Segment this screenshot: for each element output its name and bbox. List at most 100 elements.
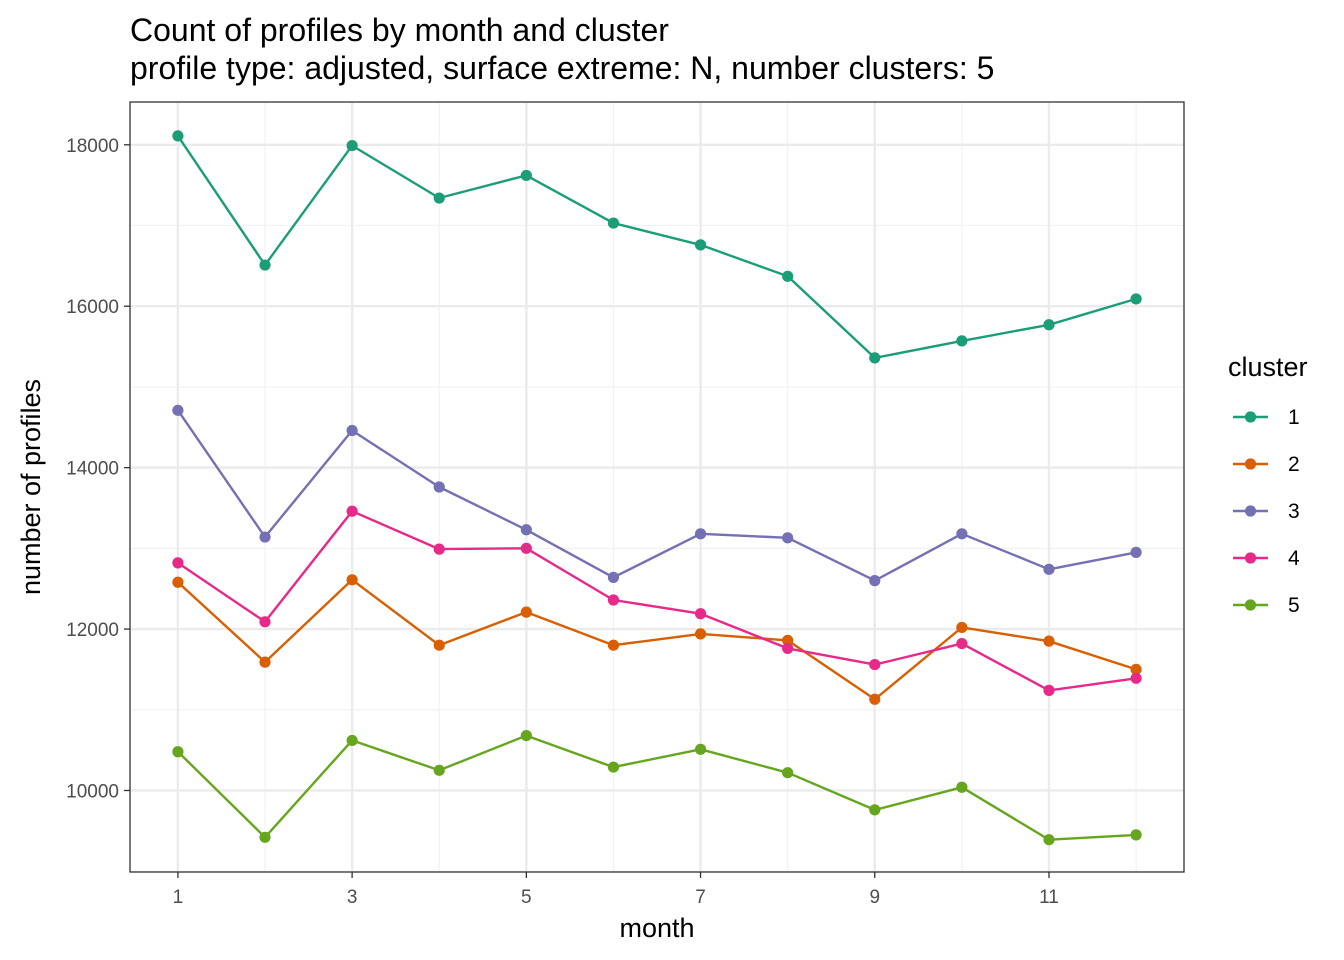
data-point-5 <box>1043 834 1055 846</box>
data-point-3 <box>259 531 271 543</box>
data-point-5 <box>782 767 794 779</box>
legend-label-5: 5 <box>1288 594 1300 617</box>
series-line-1 <box>176 135 1137 360</box>
data-point-3 <box>346 424 358 437</box>
data-point-1 <box>607 217 620 229</box>
legend-key-point-2 <box>1244 458 1257 470</box>
series-line-5 <box>177 734 1137 841</box>
data-point-4 <box>520 542 532 554</box>
data-point-2 <box>520 606 532 618</box>
data-point-5 <box>607 761 620 773</box>
data-point-2 <box>1130 663 1142 676</box>
data-point-1 <box>1130 293 1142 305</box>
series-line-2 <box>177 578 1137 701</box>
y-tick-label: 14000 <box>66 459 119 480</box>
data-point-5 <box>433 764 445 776</box>
data-point-1 <box>694 239 707 251</box>
grid-minor <box>130 102 1184 872</box>
data-point-5 <box>869 804 881 816</box>
data-point-4 <box>1043 684 1055 696</box>
data-point-5 <box>259 831 271 843</box>
x-tick-label: 1 <box>173 887 184 908</box>
data-point-4 <box>259 616 271 628</box>
legend: cluster 1 2 3 4 5 <box>1228 352 1308 617</box>
y-tick-label: 10000 <box>66 781 119 802</box>
x-tick-label: 3 <box>347 887 358 908</box>
data-point-3 <box>433 481 445 493</box>
x-tick-label: 5 <box>521 887 532 908</box>
data-point-2 <box>956 621 968 634</box>
data-point-4 <box>694 608 707 620</box>
legend-label-1: 1 <box>1288 406 1300 429</box>
series-lines <box>176 135 1137 841</box>
data-point-5 <box>956 781 968 793</box>
data-point-3 <box>1130 546 1142 558</box>
series-points <box>172 130 1142 846</box>
data-point-3 <box>782 532 794 544</box>
data-point-5 <box>346 734 358 747</box>
legend-title: cluster <box>1228 352 1308 382</box>
data-point-5 <box>694 743 707 755</box>
data-point-2 <box>607 639 620 651</box>
x-axis: 1 3 5 7 9 11 <box>173 872 1059 908</box>
data-point-3 <box>694 528 707 540</box>
x-tick-label: 11 <box>1039 887 1059 908</box>
data-point-1 <box>956 335 968 347</box>
data-point-1 <box>172 130 184 142</box>
data-point-3 <box>607 571 620 583</box>
data-point-1 <box>346 139 358 152</box>
legend-label-4: 4 <box>1288 547 1300 570</box>
data-point-4 <box>956 637 968 650</box>
y-tick-label: 18000 <box>66 136 119 157</box>
data-point-3 <box>1043 563 1055 575</box>
x-tick-label: 9 <box>869 887 880 908</box>
data-point-1 <box>782 270 794 282</box>
legend-key-point-4 <box>1244 552 1257 564</box>
data-point-2 <box>694 628 707 640</box>
data-point-2 <box>782 634 794 646</box>
plot-background <box>130 102 1184 872</box>
data-point-2 <box>259 656 271 668</box>
y-tick-label: 16000 <box>66 297 119 318</box>
data-point-2 <box>172 576 184 588</box>
y-tick-label: 12000 <box>66 620 119 641</box>
y-axis: 10000 12000 14000 16000 18000 <box>66 136 130 802</box>
plot-border <box>129 101 1185 873</box>
series-line-4 <box>177 510 1137 692</box>
data-point-4 <box>433 543 445 555</box>
data-point-4 <box>346 505 358 517</box>
legend-key-point-1 <box>1244 411 1257 423</box>
legend-label-3: 3 <box>1288 500 1300 523</box>
legend-label-2: 2 <box>1288 453 1300 476</box>
chart-subtitle: profile type: adjusted, surface extreme:… <box>130 50 994 86</box>
data-point-2 <box>346 574 358 586</box>
data-point-1 <box>433 192 445 204</box>
data-point-5 <box>172 746 184 758</box>
data-point-1 <box>869 352 881 364</box>
data-point-4 <box>1130 672 1142 684</box>
legend-key-point-5 <box>1244 599 1257 611</box>
data-point-3 <box>520 524 532 536</box>
data-point-3 <box>956 528 968 540</box>
series-line-3 <box>176 409 1137 582</box>
y-axis-title: number of profiles <box>16 379 46 595</box>
data-point-2 <box>433 639 445 651</box>
data-point-3 <box>172 404 184 416</box>
x-axis-title: month <box>619 913 694 943</box>
data-point-2 <box>1043 635 1055 647</box>
data-point-2 <box>869 693 881 705</box>
data-point-4 <box>607 594 620 606</box>
data-point-4 <box>869 658 881 671</box>
data-point-1 <box>520 169 532 182</box>
data-point-1 <box>1043 319 1055 331</box>
chart-title: Count of profiles by month and cluster <box>130 12 669 48</box>
data-point-4 <box>172 557 184 569</box>
x-tick-label: 7 <box>695 887 706 908</box>
data-point-5 <box>1130 829 1142 841</box>
data-point-4 <box>782 642 794 655</box>
data-point-5 <box>520 729 532 742</box>
data-point-1 <box>259 259 271 271</box>
plot-area <box>129 101 1185 873</box>
legend-key-point-3 <box>1244 505 1257 517</box>
